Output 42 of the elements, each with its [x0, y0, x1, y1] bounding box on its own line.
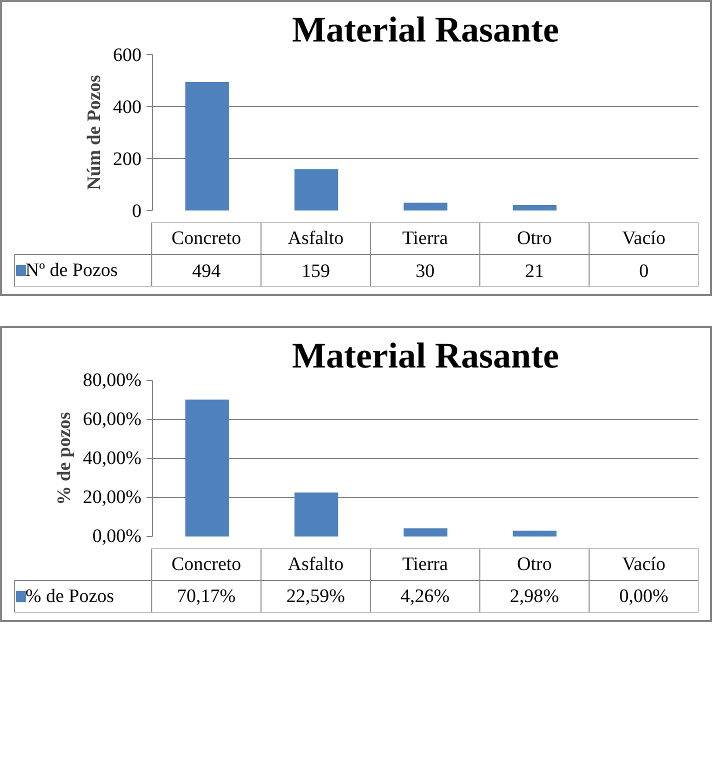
y-tick-label: 0,00% [92, 526, 142, 547]
x-tick-label: Tierra [402, 554, 449, 575]
bar [404, 202, 448, 210]
bar [294, 169, 338, 210]
x-tick-label: Asfalto [288, 228, 344, 249]
data-label: 22,59% [286, 586, 346, 607]
data-label: 494 [192, 261, 222, 282]
x-tick-label: Otro [517, 228, 552, 249]
y-tick-label: 200 [113, 149, 142, 170]
x-tick-label: Concreto [172, 554, 242, 575]
data-label: 159 [301, 261, 330, 282]
bar [294, 492, 338, 536]
chart-title: Material Rasante [292, 336, 559, 376]
x-tick-label: Concreto [172, 228, 242, 249]
bar [185, 400, 229, 536]
y-axis-title: % de pozos [54, 412, 75, 505]
data-label: 70,17% [177, 586, 236, 607]
y-tick-label: 40,00% [82, 448, 142, 469]
data-label: 4,26% [400, 586, 450, 607]
y-tick-label: 400 [113, 97, 142, 118]
data-label: 0 [639, 261, 649, 282]
chart-title: Material Rasante [292, 10, 559, 50]
x-tick-label: Tierra [402, 228, 449, 249]
data-label: 2,98% [510, 586, 560, 607]
y-tick-label: 20,00% [82, 487, 142, 508]
x-tick-label: Vacío [622, 554, 666, 575]
x-tick-label: Vacío [622, 228, 666, 249]
y-tick-label: 80,00% [82, 370, 142, 391]
x-tick-label: Asfalto [288, 554, 344, 575]
y-axis-title: Núm de Pozos [84, 74, 105, 190]
bar [512, 205, 557, 210]
data-label: 30 [416, 261, 435, 282]
y-tick-label: 600 [113, 45, 142, 66]
bar [404, 528, 448, 536]
data-label: 21 [524, 261, 544, 282]
bar [512, 530, 557, 536]
x-tick-label: Otro [517, 554, 552, 575]
y-tick-label: 0 [132, 201, 142, 222]
y-tick-label: 60,00% [82, 409, 142, 430]
bar [185, 82, 229, 210]
data-label: 0,00% [619, 586, 669, 607]
legend-label: % de Pozos [25, 586, 114, 607]
